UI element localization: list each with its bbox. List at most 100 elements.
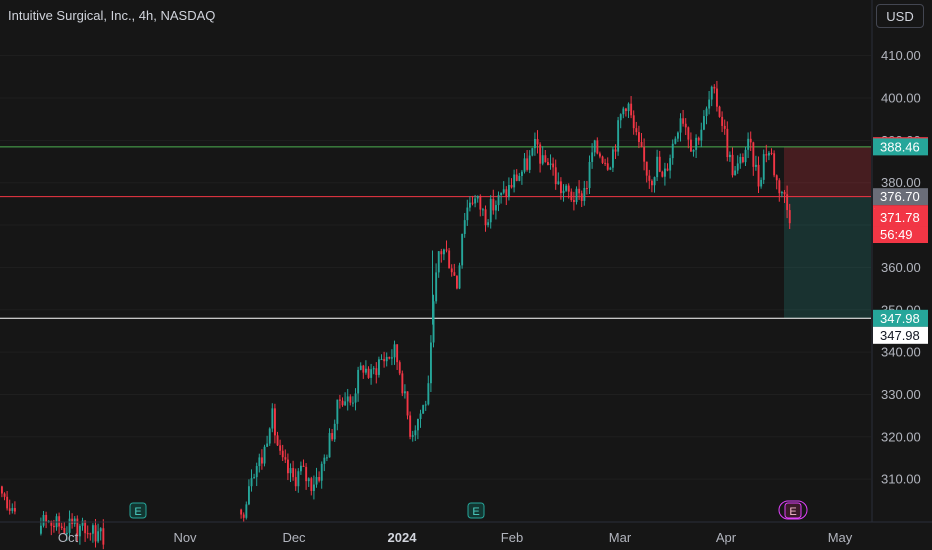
candle-body (495, 205, 497, 211)
stop-loss-zone[interactable] (784, 146, 871, 197)
price-label-box (873, 188, 928, 206)
candle-body (339, 399, 341, 401)
candle-body (580, 193, 583, 201)
candle-body (692, 149, 695, 152)
candle-body (554, 167, 557, 185)
candle-body (627, 103, 630, 112)
y-tick-label: 380.00 (881, 175, 921, 190)
chart-title: Intuitive Surgical, Inc., 4h, NASDAQ (8, 8, 216, 23)
candle-body (336, 399, 339, 424)
candle-body (266, 443, 269, 447)
candle-body (362, 365, 365, 373)
candle-body (396, 344, 399, 363)
candle-body (593, 140, 596, 153)
candle-body (578, 188, 581, 194)
candle-body (450, 268, 453, 273)
price-label-text: 56:49 (880, 227, 913, 242)
y-tick-label: 330.00 (881, 387, 921, 402)
candle-body (526, 158, 529, 170)
candle-body (752, 142, 755, 167)
candle-body (461, 233, 464, 266)
candle-body (583, 188, 586, 201)
candle-body (604, 162, 607, 164)
candle-body (84, 520, 87, 534)
candle-body (89, 533, 92, 535)
time-axis[interactable]: Oct Nov Dec 2024 Feb Mar Apr May (0, 521, 932, 545)
candle-body (86, 533, 89, 535)
candle-body (747, 138, 750, 150)
candle-body (448, 250, 451, 269)
candle-body (305, 466, 308, 482)
candle-body (609, 167, 612, 170)
candle-body (721, 116, 724, 126)
currency-button[interactable]: USD (876, 4, 924, 28)
horizontal-levels[interactable] (0, 146, 871, 319)
candle-body (547, 162, 549, 165)
y-tick-label: 340.00 (881, 345, 921, 360)
candle-body (378, 359, 380, 375)
candle-body (619, 114, 622, 121)
candle-body (349, 396, 352, 403)
candle-body (406, 391, 409, 416)
candle-body (492, 198, 495, 211)
candle-body (253, 477, 256, 479)
candle-body (281, 450, 284, 458)
candle-body (279, 445, 282, 451)
candle-body (591, 152, 594, 162)
candle-body (458, 265, 461, 289)
candle-body (398, 362, 401, 374)
earnings-marker[interactable]: E (467, 502, 485, 519)
candle-body (71, 518, 74, 524)
earnings-marker[interactable]: E (778, 500, 808, 520)
candle-body (500, 192, 503, 196)
candle-body (528, 155, 531, 170)
candle-body (289, 468, 292, 474)
price-label: 347.98 (873, 309, 928, 327)
candle-body (687, 127, 690, 140)
candle-body (66, 532, 68, 534)
take-profit-zone[interactable] (784, 196, 871, 319)
candle-body (788, 210, 791, 224)
candle-body (320, 463, 323, 481)
earnings-marker[interactable]: E (129, 502, 147, 519)
candle-body (255, 466, 258, 478)
candle-body (658, 156, 661, 172)
candle-body (326, 457, 328, 459)
candle-body (643, 147, 646, 162)
candle-body (630, 103, 633, 116)
candle-body (645, 161, 648, 176)
candle-body (92, 525, 94, 534)
candle-body (773, 153, 776, 176)
candle-body (47, 520, 50, 522)
chart-grid (0, 55, 871, 480)
x-tick-label: Nov (173, 530, 197, 545)
candle-body (271, 408, 274, 429)
position-box[interactable] (784, 146, 871, 319)
candle-body (489, 198, 492, 223)
candle-body (310, 478, 313, 491)
candle-body (8, 508, 11, 511)
price-label-box (873, 209, 928, 227)
candle-body (664, 168, 666, 177)
candle-body (263, 446, 266, 464)
x-tick-label: Feb (501, 530, 523, 545)
candle-body (734, 170, 737, 176)
price-axis[interactable]: 410.00400.00390.00380.00370.00360.00350.… (871, 0, 921, 522)
candle-body (755, 164, 757, 167)
x-tick-label: 2024 (388, 530, 418, 545)
candle-body (705, 108, 708, 117)
candle-body (370, 369, 373, 378)
candle-body (697, 137, 700, 141)
candle-body (635, 128, 638, 133)
candle-body (476, 195, 479, 199)
candle-body (739, 157, 742, 164)
price-labels: 388.74388.46376.70376.70371.7856:49347.9… (873, 137, 928, 344)
candle-body (710, 86, 713, 100)
candle-body (648, 175, 651, 181)
candle-body (573, 200, 575, 203)
candle-body (560, 181, 562, 194)
candle-body (617, 120, 620, 152)
candle-body (674, 138, 677, 144)
